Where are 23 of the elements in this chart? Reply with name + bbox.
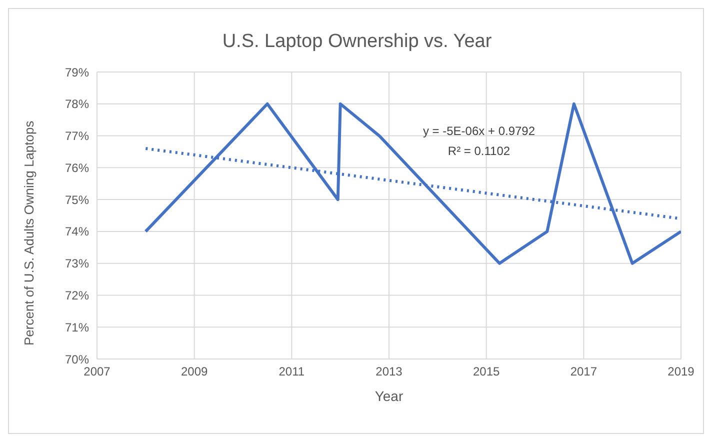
x-tick-label: 2017 <box>570 364 598 379</box>
x-axis-title: Year <box>374 388 404 404</box>
chart-title: U.S. Laptop Ownership vs. Year <box>221 31 493 53</box>
line-series <box>144 102 681 265</box>
x-tick-label: 2019 <box>668 364 695 379</box>
y-tick-label: 74% <box>64 224 90 239</box>
x-tick-label: 2007 <box>84 364 111 379</box>
y-tick-label: 72% <box>64 288 90 302</box>
y-tick-label: 70% <box>64 352 90 366</box>
y-tick-label: 76% <box>64 160 90 175</box>
y-tick-label: 78% <box>64 97 90 112</box>
x-tick-label: 2015 <box>472 364 500 379</box>
y-tick-label: 73% <box>64 256 90 271</box>
x-tick-label: 2013 <box>376 364 403 379</box>
annotation: R² = 0.1102 <box>448 144 510 158</box>
y-tick-label: 79% <box>64 65 90 80</box>
annotation: y = -5E-06x + 0.9792 <box>422 124 536 138</box>
y-tick-label: 71% <box>64 320 90 334</box>
y-tick-label: 77% <box>64 129 90 144</box>
y-tick-label: 75% <box>64 192 90 207</box>
x-tick-label: 2009 <box>180 364 208 379</box>
x-tick-label: 2011 <box>278 364 305 379</box>
y-axis-title: Percent of U.S. Adults Owning Laptops <box>22 120 37 346</box>
